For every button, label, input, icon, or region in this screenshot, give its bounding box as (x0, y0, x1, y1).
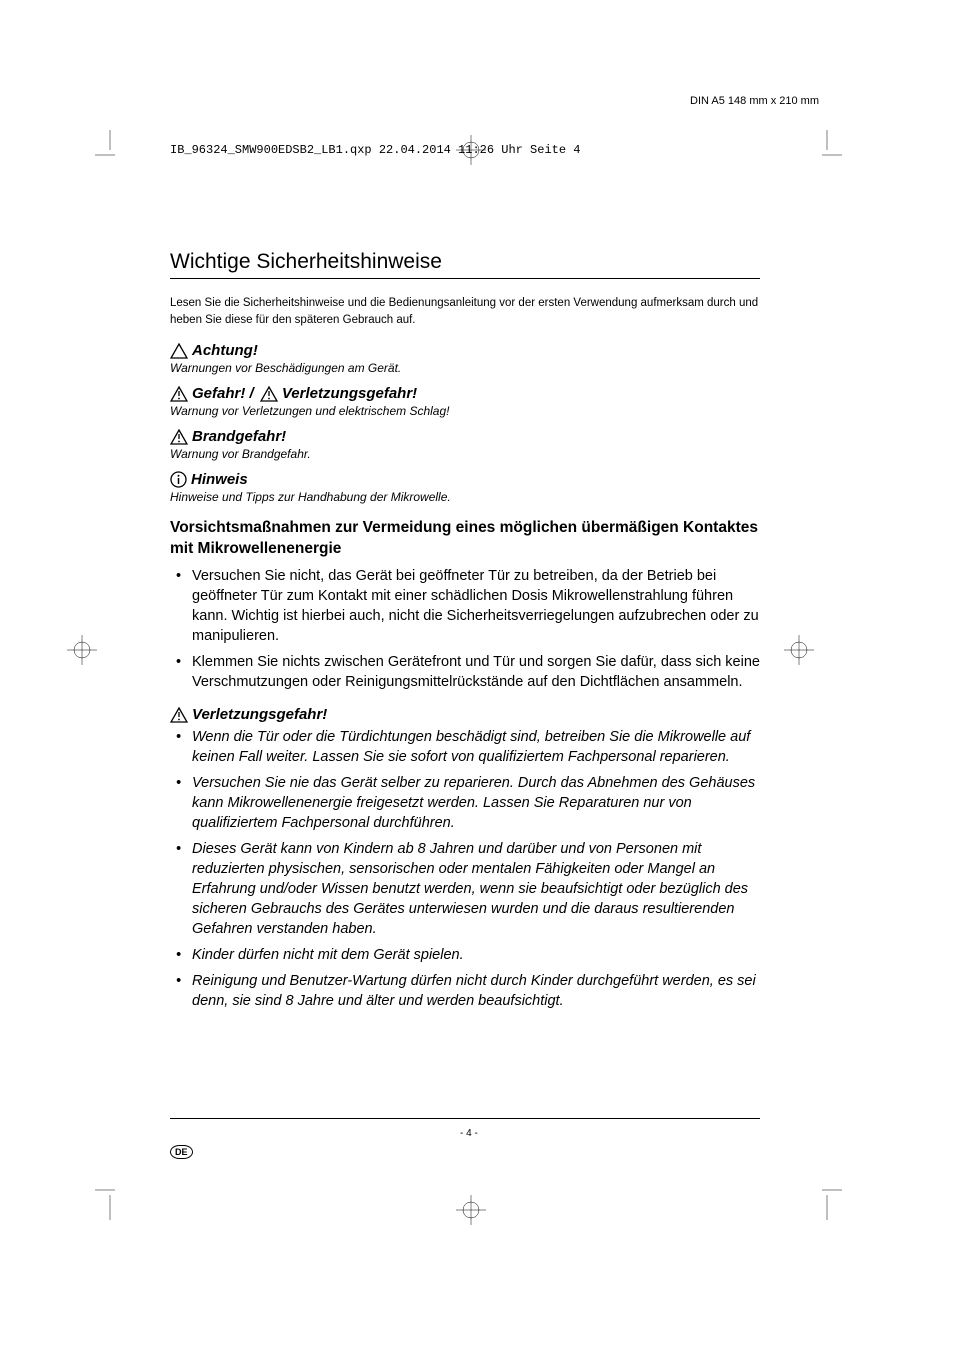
warning-triangle-icon (170, 343, 188, 359)
precautions-subhead: Vorsichtsmaßnahmen zur Vermeidung eines … (170, 518, 760, 560)
warning-triangle-icon (170, 386, 188, 402)
injury-list: Wenn die Tür oder die Türdichtungen besc… (170, 727, 760, 1011)
warning-triangle-icon (170, 429, 188, 445)
footer-rule (170, 1118, 760, 1119)
din-format-label: DIN A5 148 mm x 210 mm (690, 95, 819, 107)
gefahr-heading: Gefahr! / Verletzungsgefahr! (170, 385, 760, 402)
page-number: - 4 - (460, 1128, 478, 1139)
crop-mark-bottom (456, 1195, 486, 1225)
file-info-line: IB_96324_SMW900EDSB2_LB1.qxp 22.04.2014 … (170, 143, 580, 157)
page-title: Wichtige Sicherheitshinweise (170, 250, 760, 279)
list-item: Versuchen Sie nicht, das Gerät bei geöff… (170, 566, 760, 646)
page-content: Wichtige Sicherheitshinweise Lesen Sie d… (170, 250, 760, 1017)
precautions-list: Versuchen Sie nicht, das Gerät bei geöff… (170, 566, 760, 692)
brand-label: Brandgefahr! (192, 428, 286, 445)
trim-mark-tr (812, 130, 842, 160)
injury-heading: Verletzungsgefahr! (170, 706, 760, 723)
injury-label: Verletzungsgefahr! (192, 706, 327, 723)
hinweis-label: Hinweis (191, 471, 248, 488)
trim-mark-tl (95, 130, 125, 160)
hinweis-heading: Hinweis (170, 471, 760, 489)
intro-paragraph: Lesen Sie die Sicherheitshinweise und di… (170, 295, 760, 330)
list-item: Klemmen Sie nichts zwischen Gerätefront … (170, 652, 760, 692)
achtung-desc: Warnungen vor Beschädigungen am Gerät. (170, 361, 760, 375)
list-item: Kinder dürfen nicht mit dem Gerät spiele… (170, 945, 760, 965)
crop-mark-top (456, 135, 486, 165)
brand-heading: Brandgefahr! (170, 428, 760, 445)
list-item: Dieses Gerät kann von Kindern ab 8 Jahre… (170, 839, 760, 939)
crop-mark-right (784, 635, 814, 665)
gefahr-desc: Warnung vor Verletzungen und elektrische… (170, 404, 760, 418)
list-item: Versuchen Sie nie das Gerät selber zu re… (170, 773, 760, 833)
gefahr-label-b: Verletzungsgefahr! (282, 385, 417, 402)
achtung-heading: Achtung! (170, 342, 760, 359)
list-item: Wenn die Tür oder die Türdichtungen besc… (170, 727, 760, 767)
hinweis-desc: Hinweise und Tipps zur Handhabung der Mi… (170, 490, 760, 504)
brand-desc: Warnung vor Brandgefahr. (170, 447, 760, 461)
info-circle-icon (170, 471, 187, 488)
gefahr-label-a: Gefahr! / (192, 385, 254, 402)
trim-mark-bl (95, 1160, 125, 1220)
crop-mark-left (67, 635, 97, 665)
warning-triangle-icon (170, 707, 188, 723)
list-item: Reinigung und Benutzer-Wartung dürfen ni… (170, 971, 760, 1011)
trim-mark-br (812, 1160, 842, 1220)
warning-triangle-icon (260, 386, 278, 402)
language-badge: DE (170, 1145, 193, 1159)
achtung-label: Achtung! (192, 342, 258, 359)
